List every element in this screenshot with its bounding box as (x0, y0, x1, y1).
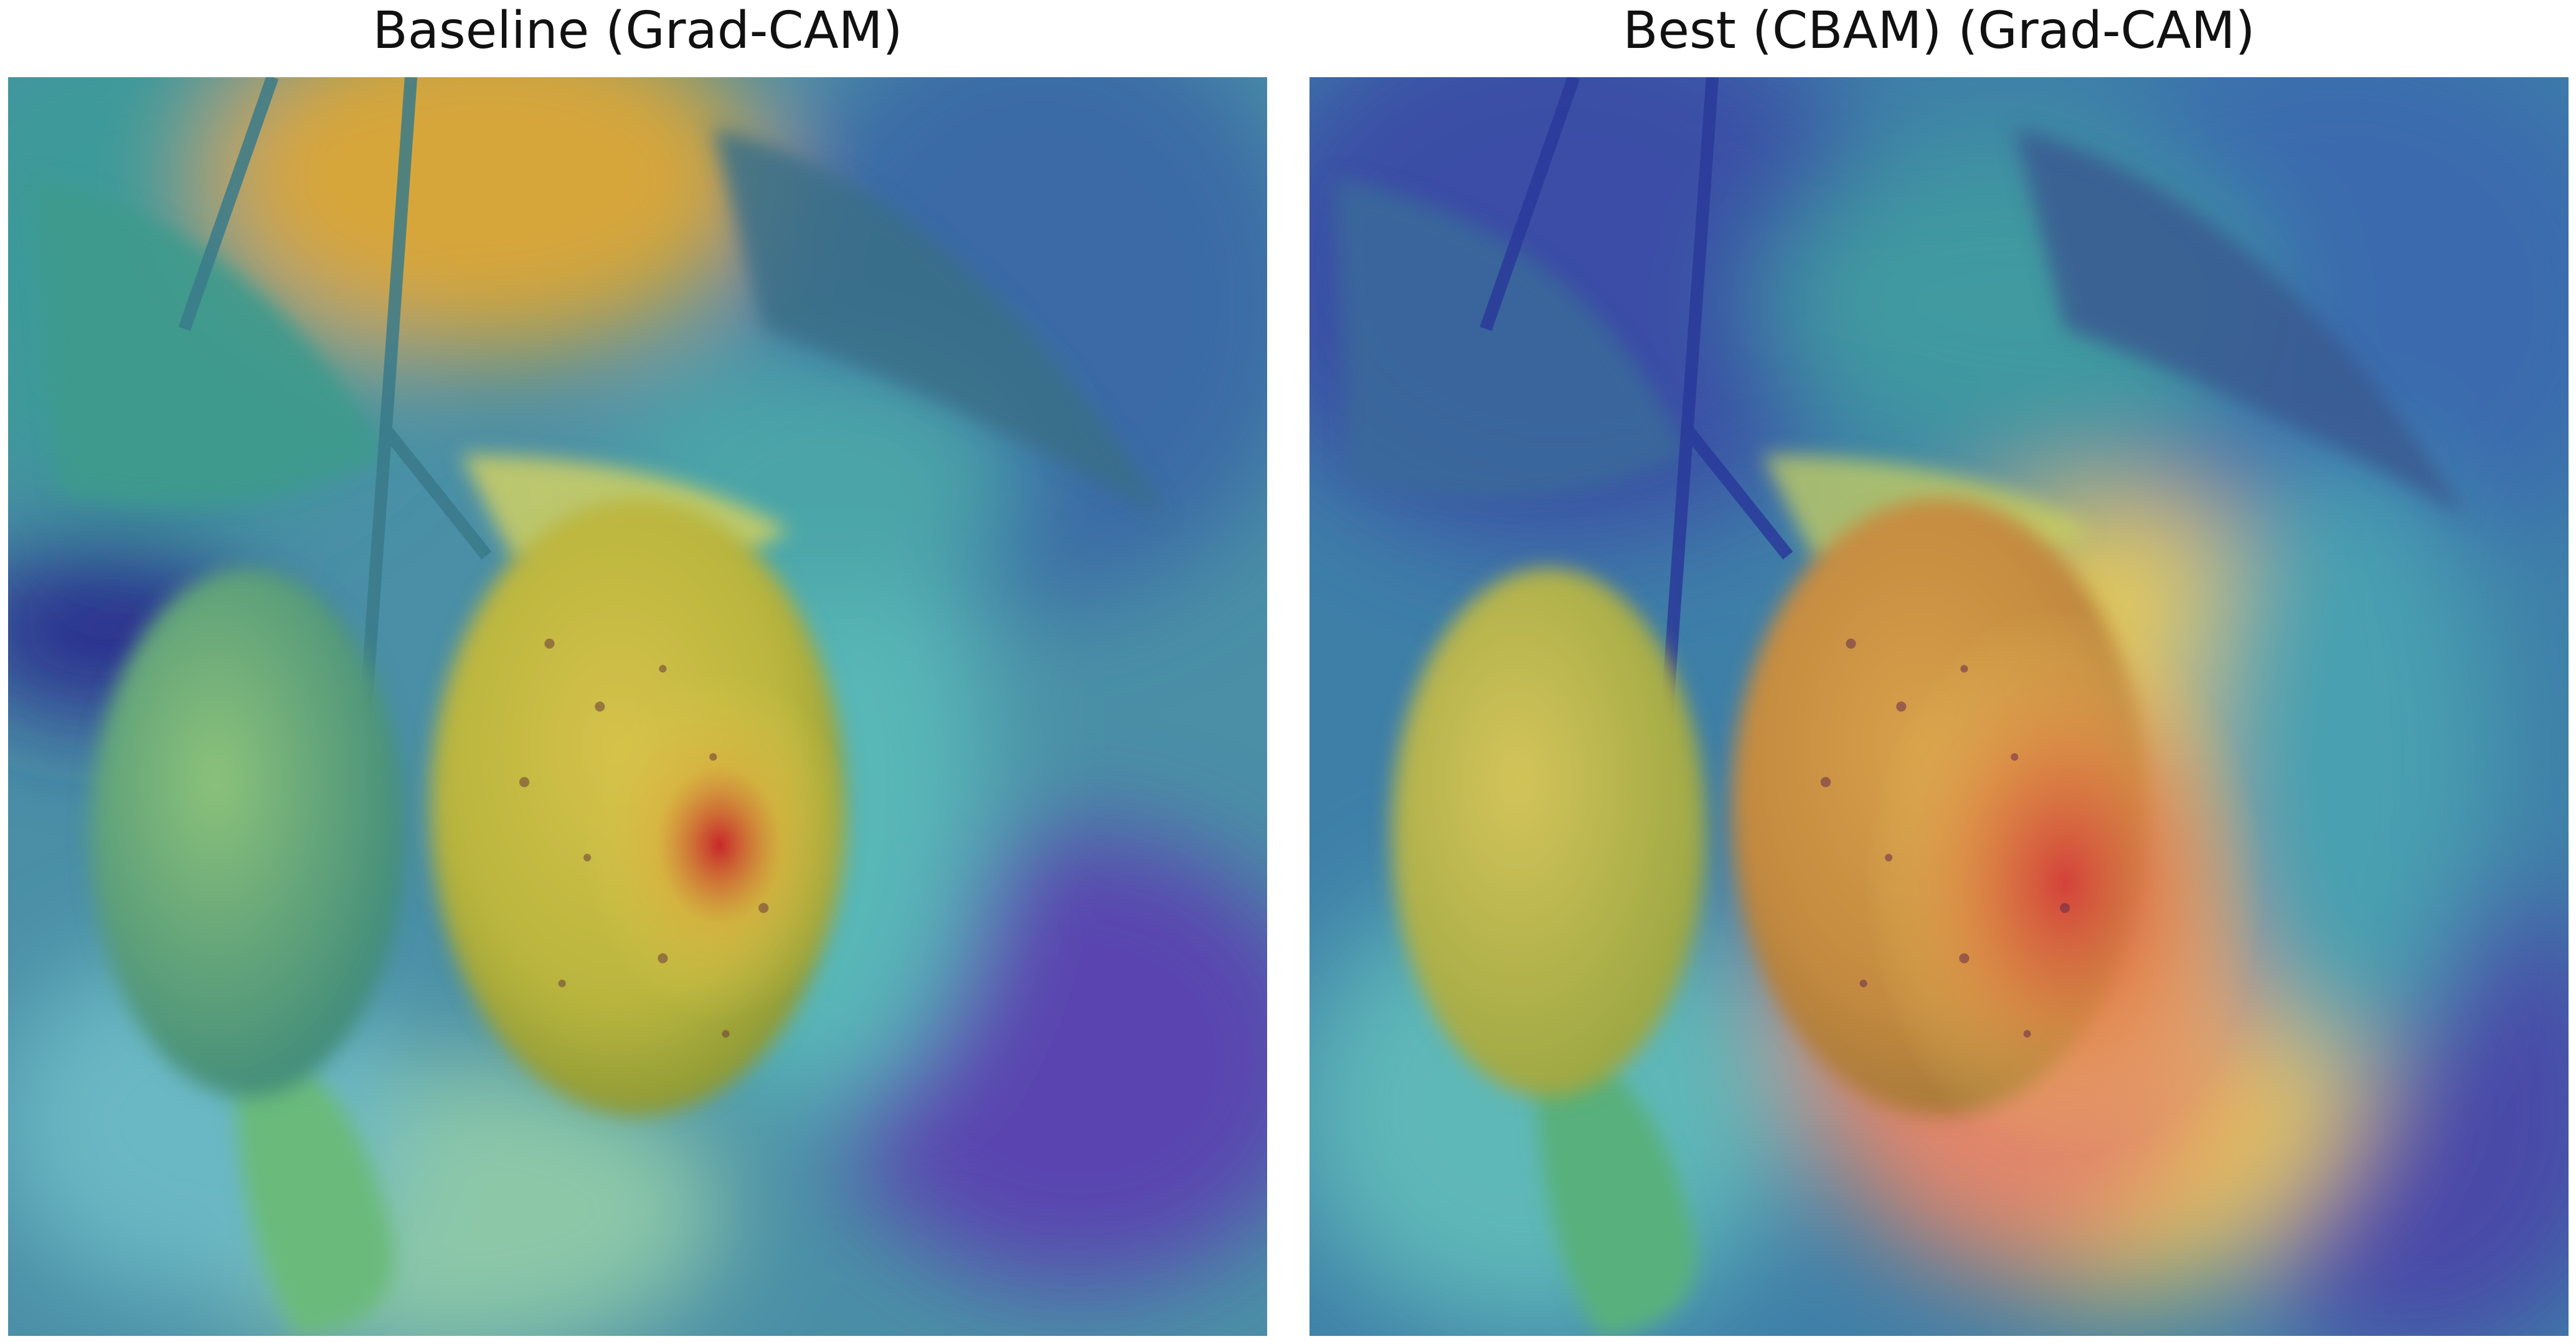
panel-title-best-cbam: Best (CBAM) (Grad-CAM) (1623, 1, 2255, 60)
cbam-gradcam-image (1309, 77, 2569, 1336)
cbam-gradcam-svg (1309, 77, 2569, 1336)
baseline-gradcam-image (8, 77, 1267, 1336)
panel-title-baseline: Baseline (Grad-CAM) (372, 1, 903, 60)
baseline-gradcam-svg (8, 77, 1267, 1336)
